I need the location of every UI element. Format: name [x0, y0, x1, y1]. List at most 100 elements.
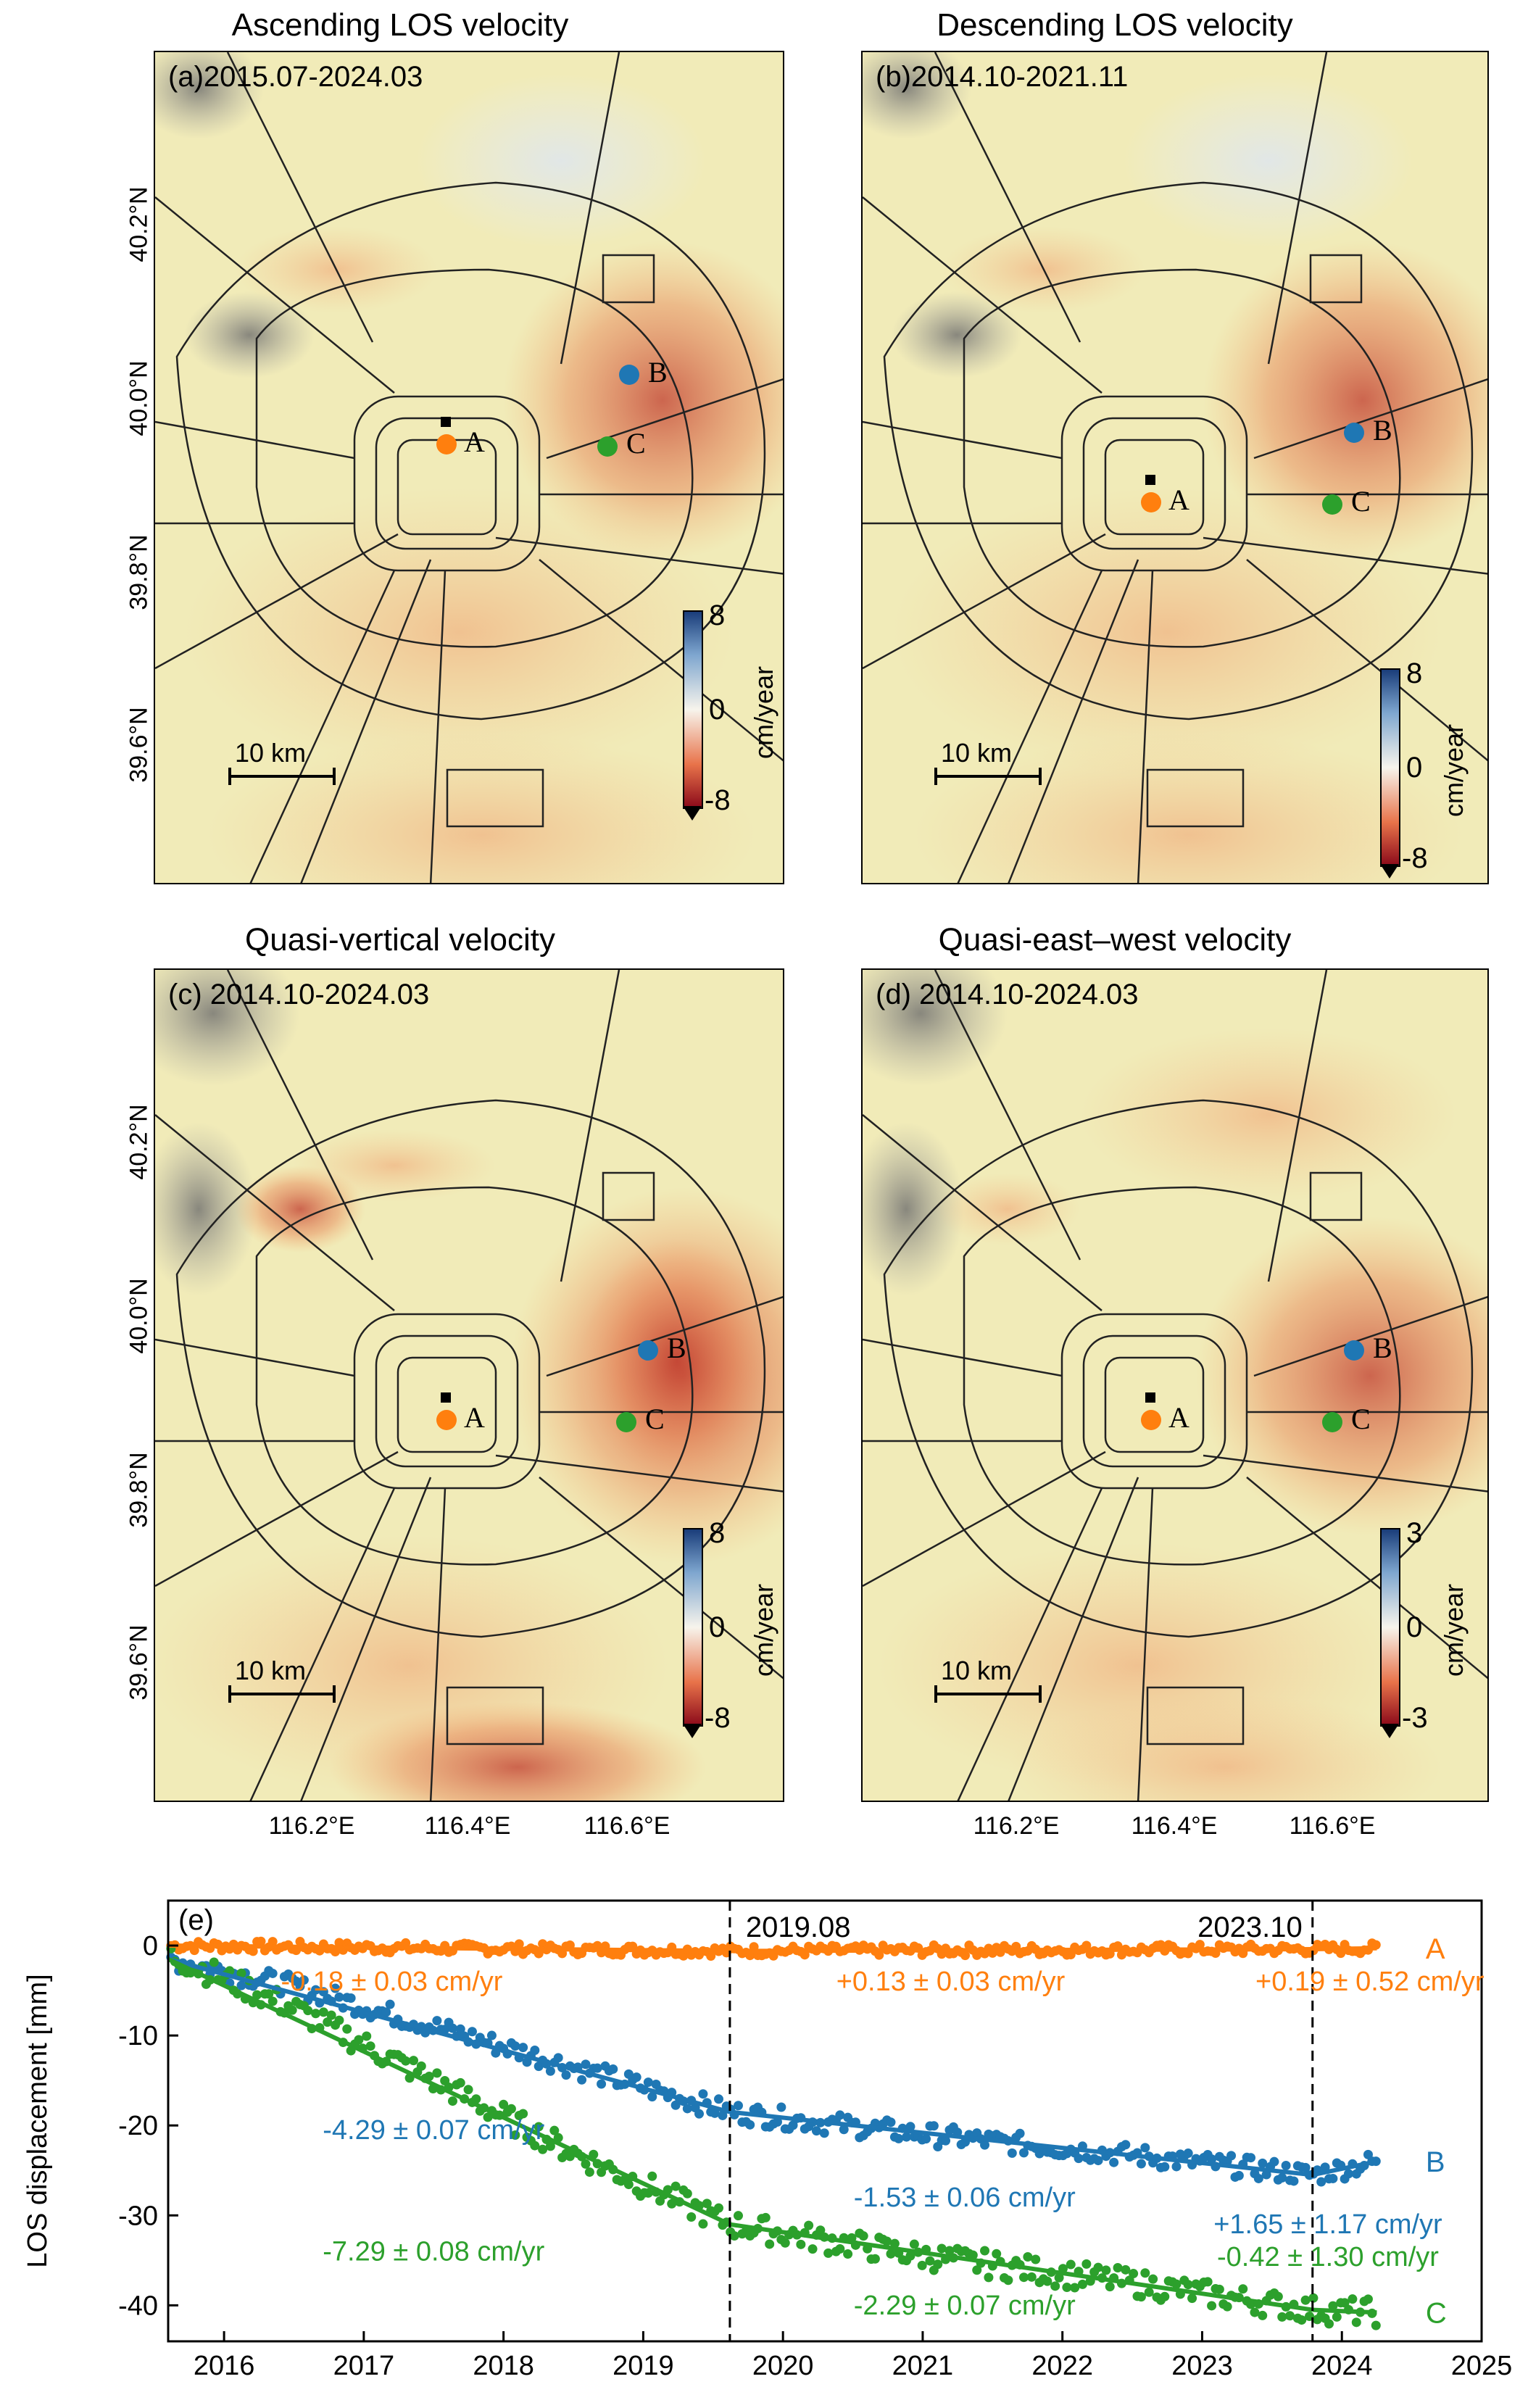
series-c-point [1140, 2268, 1150, 2278]
colorbar-unit: cm/year [749, 665, 778, 760]
series-b-point [1074, 2154, 1084, 2164]
point-c-name: C [645, 1403, 665, 1435]
colorbar-unit: cm/year [1439, 1583, 1469, 1677]
series-c-point [858, 2231, 868, 2241]
series-a-rate: -0.18 ± 0.03 cm/yr [281, 1967, 502, 1997]
x-tick-label: 2016 [194, 2351, 255, 2381]
series-c-point [565, 2151, 575, 2162]
series-c-point [729, 2231, 739, 2241]
series-c-point [267, 1996, 278, 2006]
scale-bar-label: 10 km [235, 738, 307, 768]
series-b-point [1207, 2154, 1217, 2164]
series-c-point [905, 2251, 915, 2261]
series-a-rate: +0.19 ± 0.52 cm/yr [1255, 1967, 1485, 1997]
series-b-point [267, 1968, 278, 1978]
series-c-rate: -2.29 ± 0.07 cm/yr [854, 2291, 1076, 2321]
series-b-point [776, 2102, 786, 2112]
lon-tick-116-2-right: 116.2°E [973, 1812, 1060, 1840]
series-a-point [874, 1950, 884, 1960]
series-c-point [1183, 2280, 1193, 2290]
colorbar [1380, 668, 1400, 867]
series-c-point [992, 2249, 1002, 2259]
los-displacement-chart: 2016 2017 2018 2019 2020 2021 2022 2023 2024 2025… [22, 1899, 1513, 2381]
panel-d-map: (d) 2014.10-2024.03 A B C 10 km 3 0 -3 c… [861, 968, 1489, 1802]
x-tick-label: 2018 [473, 2351, 534, 2381]
series-c-point [815, 2225, 826, 2235]
series-a-point [706, 1951, 716, 1961]
series-c-point [1214, 2284, 1224, 2294]
lon-tick-116-2-left: 116.2°E [268, 1812, 355, 1840]
colorbar-unit: cm/year [1439, 723, 1469, 818]
y-tick-label: -20 [118, 2111, 158, 2141]
series-c-point [1066, 2259, 1076, 2270]
series-b-point [334, 1992, 344, 2002]
series-c-point [455, 2077, 465, 2088]
point-a-marker [436, 1410, 457, 1430]
x-tick-label: 2019 [613, 2351, 674, 2381]
series-c-point [533, 2122, 544, 2132]
series-a-point [960, 1951, 971, 1961]
series-c-point [670, 2181, 681, 2191]
series-a-fit [167, 1943, 730, 1954]
series-a-point [248, 1946, 258, 1956]
scale-bar-label: 10 km [941, 738, 1013, 768]
series-b-rate: -4.29 ± 0.07 cm/yr [323, 2115, 544, 2146]
panel-b-map: (b)2014.10-2021.11 A B C 10 km 8 0 -8 cm… [861, 51, 1489, 884]
series-b-point [447, 2023, 457, 2033]
series-c-point [804, 2220, 814, 2230]
series-c-fit [167, 1956, 731, 2227]
series-c-point [1148, 2274, 1158, 2284]
point-c-marker [616, 1412, 636, 1432]
scale-bar-label: 10 km [235, 1656, 307, 1685]
series-b-point [902, 2132, 912, 2142]
series-a-point [334, 1938, 344, 1948]
series-c-point [1023, 2252, 1033, 2262]
series-c-point [1308, 2293, 1319, 2303]
series-c-point [702, 2199, 712, 2209]
series-c-point [889, 2238, 900, 2249]
series-c-point [1285, 2311, 1295, 2321]
series-c-point [1113, 2262, 1123, 2272]
series-a-point [1066, 1950, 1076, 1960]
colorbar [1380, 1528, 1400, 1727]
series-b-point [1234, 2170, 1244, 2180]
colorbar-zero: 0 [709, 694, 726, 726]
series-c-point [584, 2167, 594, 2177]
colorbar-max: 3 [1406, 1517, 1423, 1549]
series-b-point [819, 2128, 829, 2138]
series-c-point [1297, 2315, 1307, 2325]
series-b-point [592, 2063, 602, 2073]
series-c-point [1101, 2265, 1111, 2275]
series-c-point [365, 2041, 375, 2051]
colorbar-min: -8 [705, 1702, 731, 1734]
series-c-point [545, 2141, 555, 2151]
series-c-point [432, 2068, 442, 2078]
series-c-point [980, 2246, 990, 2256]
series-b-point [694, 2109, 705, 2119]
series-c-point [354, 2035, 364, 2045]
series-b-name: B [1426, 2146, 1445, 2178]
series-b-point [733, 2101, 743, 2111]
series-b-point [811, 2126, 821, 2136]
point-a-name: A [464, 1401, 485, 1434]
series-b-point [698, 2089, 708, 2099]
colorbar-min: -8 [1402, 842, 1428, 874]
series-c-point [538, 2144, 548, 2154]
series-b-point [1277, 2172, 1287, 2183]
series-c-point [401, 2056, 411, 2066]
x-tick-label: 2025 [1451, 2351, 1513, 2381]
lat-tick-39-8-top: 39.8°N [125, 534, 153, 610]
series-c-point [1026, 2272, 1037, 2282]
point-b-name: B [1373, 414, 1392, 447]
series-c-point [1031, 2254, 1041, 2264]
scale-bar [228, 1685, 336, 1703]
series-c-point [1222, 2301, 1232, 2312]
series-c-point [1160, 2291, 1170, 2301]
lon-tick-116-4-left: 116.4°E [424, 1812, 511, 1840]
series-c-point [647, 2171, 657, 2181]
x-tick-label: 2020 [752, 2351, 814, 2381]
panel-a-title: Ascending LOS velocity [231, 7, 569, 43]
series-c-point [984, 2272, 994, 2283]
colorbar-min: -3 [1402, 1702, 1428, 1734]
series-a-point [1195, 1940, 1205, 1950]
